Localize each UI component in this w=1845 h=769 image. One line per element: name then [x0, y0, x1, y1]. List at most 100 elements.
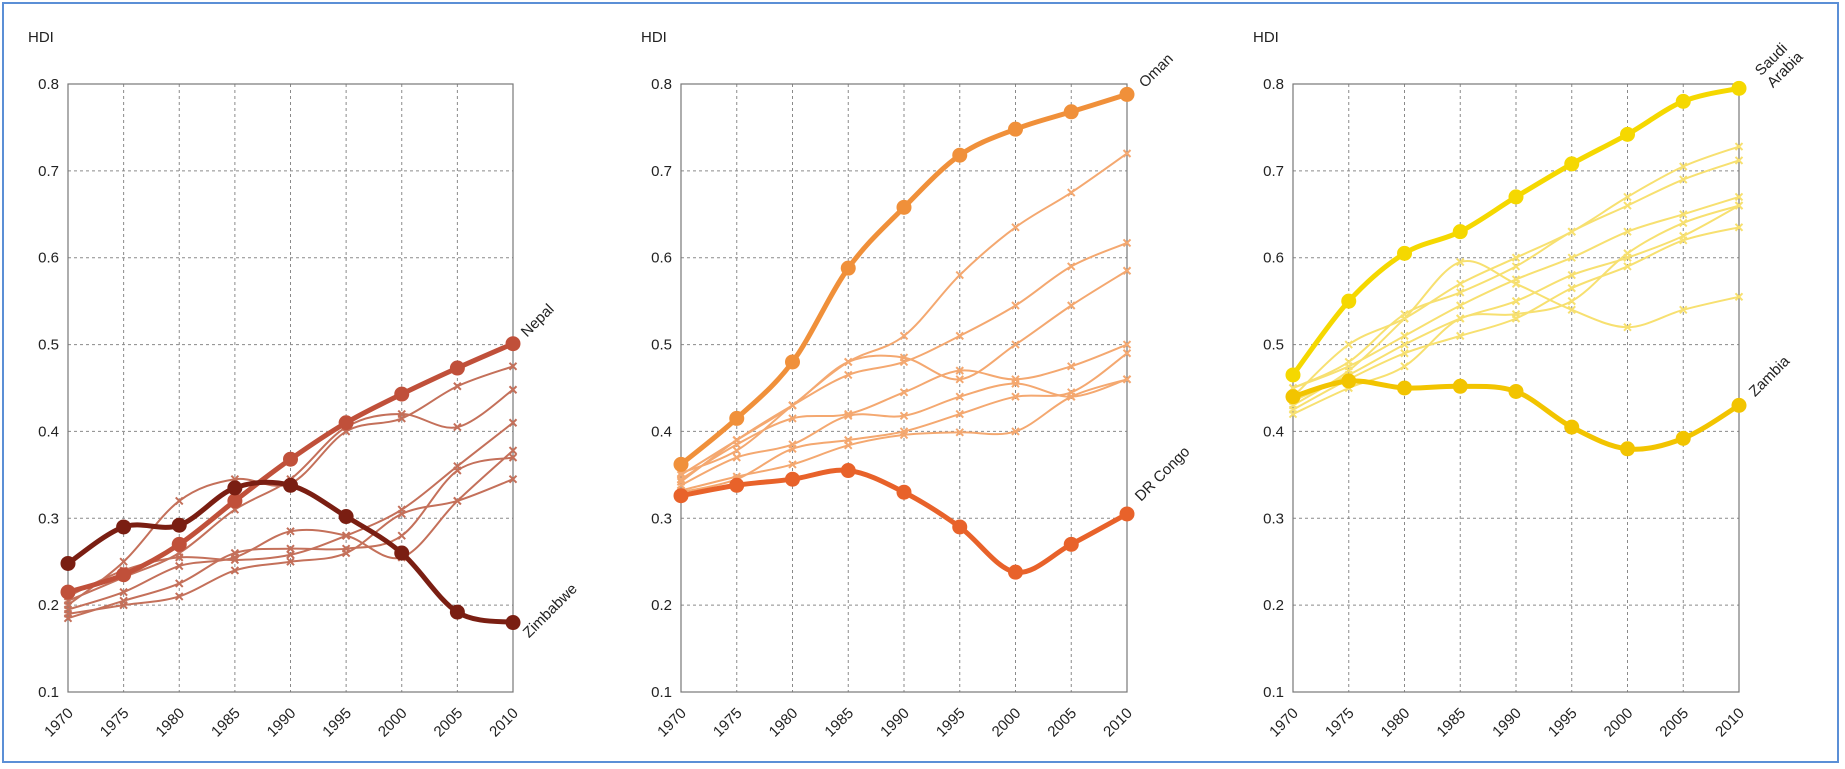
- data-point: [175, 561, 184, 571]
- data-point: [1734, 223, 1744, 232]
- y-tick-label: 0.5: [38, 337, 59, 354]
- data-point: [1679, 218, 1688, 228]
- data-point: [394, 545, 410, 561]
- data-point: [1620, 126, 1635, 142]
- x-tick-label: 2010: [1100, 705, 1136, 741]
- data-point: [227, 480, 243, 496]
- data-point: [338, 415, 354, 431]
- data-point: [397, 531, 406, 540]
- data-point: [1679, 236, 1688, 245]
- data-point: [952, 147, 968, 163]
- data-point: [785, 471, 800, 487]
- data-point: [1508, 189, 1524, 205]
- y-tick-label: 0.5: [1263, 337, 1284, 354]
- data-point: [1567, 227, 1576, 236]
- x-tick-label: 1985: [821, 705, 857, 741]
- data-point: [1063, 536, 1079, 552]
- data-point: [1456, 301, 1465, 310]
- y-tick-label: 0.3: [1263, 510, 1284, 527]
- data-point: [397, 509, 406, 519]
- data-point: [952, 519, 968, 535]
- data-point: [729, 477, 745, 493]
- chart-panel-2: HDI 0.1 0.2 0.3 0.4 0.5 0.6 0.7 0.8 1970 1975 1980 1…: [641, 29, 1193, 740]
- series-label: Nepal: [518, 301, 558, 341]
- x-tick-label: 1975: [710, 705, 746, 741]
- data-point: [1731, 397, 1747, 413]
- data-point: [1119, 86, 1135, 102]
- x-tick-label: 1995: [1545, 705, 1581, 741]
- data-point: [732, 440, 741, 449]
- data-point: [1734, 156, 1744, 165]
- x-tick-label: 1975: [1322, 705, 1358, 741]
- data-point: [955, 270, 964, 280]
- data-point: [1567, 305, 1576, 315]
- data-point: [1122, 340, 1132, 349]
- y-tick-label: 0.8: [38, 76, 59, 93]
- series-highlight: Oman: [673, 50, 1177, 472]
- data-point: [1623, 201, 1632, 210]
- data-point: [1623, 322, 1632, 332]
- data-point: [397, 409, 406, 419]
- x-tick-label: 2005: [1656, 705, 1692, 741]
- series-line: [1288, 156, 1744, 393]
- x-tick-label: 1990: [264, 705, 300, 741]
- x-tick-label: 1990: [877, 705, 913, 741]
- x-tick-label: 1985: [1433, 705, 1469, 741]
- data-point: [1452, 378, 1468, 394]
- data-point: [788, 460, 797, 469]
- y-axis-label: HDI: [28, 29, 54, 46]
- series-line: [676, 266, 1132, 480]
- data-point: [119, 600, 128, 610]
- data-point: [899, 353, 909, 362]
- series-label: Zambia: [1746, 352, 1794, 400]
- data-point: [175, 592, 184, 601]
- data-point: [175, 553, 184, 562]
- x-tick-label: 2000: [375, 705, 411, 741]
- data-point: [1011, 379, 1020, 388]
- data-point: [844, 370, 853, 380]
- data-point: [394, 386, 410, 402]
- data-point: [1452, 224, 1468, 240]
- data-point: [116, 567, 132, 583]
- y-axis-label: HDI: [641, 29, 667, 46]
- x-tick-label: 2010: [486, 705, 522, 741]
- y-tick-label: 0.2: [1263, 597, 1284, 614]
- data-point: [230, 566, 240, 575]
- x-tick-label: 1980: [766, 705, 802, 741]
- data-point: [1122, 149, 1132, 158]
- plot-area-border: [67, 83, 514, 693]
- data-point: [1567, 253, 1576, 262]
- y-tick-label: 0.3: [38, 510, 59, 527]
- series-label: Oman: [1136, 50, 1177, 91]
- data-point: [1679, 305, 1688, 315]
- data-point: [171, 536, 187, 552]
- y-tick-label: 0.6: [651, 250, 672, 267]
- data-point: [1623, 227, 1632, 236]
- data-point: [453, 466, 462, 475]
- series-label: Zimbabwe: [520, 580, 581, 641]
- plot-area-border: [680, 83, 1128, 693]
- y-tick-label: 0.1: [651, 684, 672, 701]
- data-point: [283, 451, 298, 467]
- data-point: [1067, 188, 1076, 197]
- data-point: [840, 260, 856, 276]
- series-line: [63, 453, 518, 623]
- data-point: [508, 453, 518, 462]
- data-point: [1067, 392, 1076, 401]
- data-point: [505, 336, 521, 352]
- data-point: [1122, 349, 1132, 358]
- data-point: [1063, 104, 1079, 120]
- y-tick-label: 0.2: [38, 597, 59, 614]
- series-path: [678, 91, 1130, 467]
- data-point: [844, 441, 853, 450]
- data-point: [1341, 373, 1357, 389]
- series-highlight: DR Congo: [673, 443, 1193, 580]
- data-point: [1285, 367, 1301, 383]
- data-point: [1679, 210, 1688, 219]
- data-point: [449, 604, 465, 620]
- data-point: [844, 357, 853, 367]
- data-point: [508, 446, 518, 455]
- data-point: [1734, 192, 1744, 202]
- data-point: [1734, 292, 1744, 302]
